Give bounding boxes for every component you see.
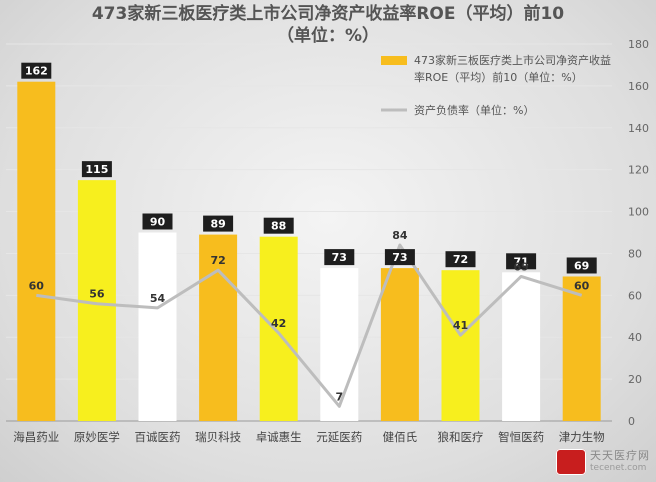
y-tick-label: 40 xyxy=(628,331,642,344)
line-value-label: 54 xyxy=(150,292,166,305)
watermark: 天天医疗网 tecenet.com xyxy=(556,448,650,476)
line-value-label: 7 xyxy=(335,390,343,403)
line-value-label: 42 xyxy=(271,317,286,330)
line-value-label: 84 xyxy=(392,229,408,242)
y-tick-label: 60 xyxy=(628,289,642,302)
bar-value-label: 72 xyxy=(453,253,468,266)
legend-bar-swatch xyxy=(381,56,407,65)
bar-value-label: 89 xyxy=(210,218,225,231)
line-series xyxy=(36,245,581,406)
line-value-label: 72 xyxy=(210,254,225,267)
y-tick-label: 80 xyxy=(628,247,642,260)
y-tick-label: 120 xyxy=(628,164,649,177)
bar xyxy=(139,233,177,422)
bar-value-label: 162 xyxy=(25,65,48,78)
watermark-text: 天天医疗网 xyxy=(590,450,650,462)
x-category-label: 百诚医药 xyxy=(135,430,181,444)
bar-value-label: 90 xyxy=(150,216,166,229)
legend-bar-label: 473家新三板医疗类上市公司净资产收益 xyxy=(414,53,611,67)
watermark-seal-icon xyxy=(556,449,586,475)
bar xyxy=(17,82,55,421)
bar xyxy=(442,270,480,421)
bar xyxy=(381,268,419,421)
y-tick-label: 0 xyxy=(628,415,635,428)
legend-bar-label-cont: 率ROE（平均）前10（单位：%） xyxy=(414,70,583,84)
x-category-label: 智恒医药 xyxy=(498,430,544,444)
x-category-label: 狼和医疗 xyxy=(438,430,484,444)
line-value-label: 56 xyxy=(89,288,105,301)
x-category-label: 津力生物 xyxy=(559,430,605,444)
line-value-label: 60 xyxy=(29,279,45,292)
bar-value-label: 73 xyxy=(392,251,407,264)
line-value-label: 41 xyxy=(453,319,468,332)
bar-value-label: 115 xyxy=(85,163,108,176)
y-tick-label: 20 xyxy=(628,373,642,386)
y-tick-label: 180 xyxy=(628,38,649,51)
x-category-label: 瑞贝科技 xyxy=(195,430,241,444)
bar xyxy=(502,272,540,421)
line-value-label: 69 xyxy=(513,260,528,273)
x-category-label: 元延医药 xyxy=(316,430,362,444)
legend-line-label: 资产负债率（单位：%） xyxy=(414,103,534,117)
line-value-label: 60 xyxy=(574,279,590,292)
x-category-label: 卓诚惠生 xyxy=(256,430,302,444)
bar-value-label: 73 xyxy=(332,251,347,264)
watermark-url: tecenet.com xyxy=(590,462,650,474)
y-tick-label: 100 xyxy=(628,206,649,219)
bar-value-label: 88 xyxy=(271,220,286,233)
bar xyxy=(563,276,601,421)
x-category-label: 海昌药业 xyxy=(13,430,59,444)
bar-value-label: 69 xyxy=(574,259,589,272)
y-tick-label: 160 xyxy=(628,80,649,93)
y-tick-label: 140 xyxy=(628,122,649,135)
x-category-label: 健佰氏 xyxy=(383,430,418,444)
x-category-label: 原妙医学 xyxy=(74,430,120,444)
